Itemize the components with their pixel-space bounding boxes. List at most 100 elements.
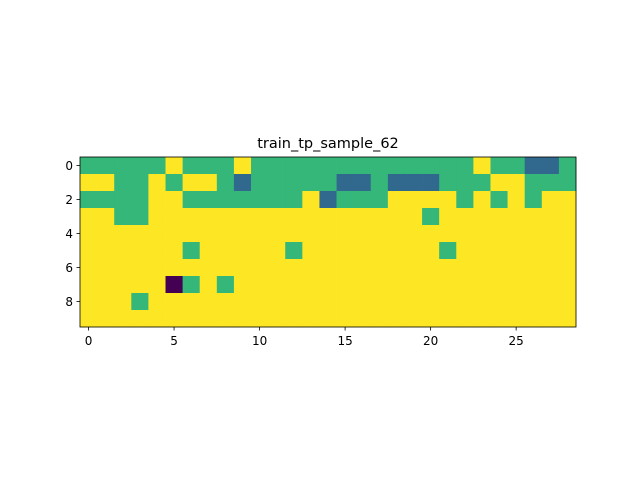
heatmap-cell (439, 208, 457, 226)
heatmap-cell (199, 259, 218, 277)
heatmap-cell (541, 259, 560, 277)
heatmap-cell (199, 310, 218, 328)
heatmap-cell (404, 276, 423, 294)
heatmap-cell (370, 174, 389, 192)
heatmap-cell (148, 310, 166, 328)
heatmap-cell (473, 276, 491, 294)
heatmap-cell (148, 208, 166, 226)
heatmap-cell (251, 293, 269, 311)
heatmap-cell (507, 242, 526, 260)
heatmap-cell (456, 242, 474, 260)
plot-frame (79, 156, 577, 328)
y-tick-label: 6 (65, 261, 73, 275)
heatmap-cell (387, 157, 406, 175)
heatmap-cell (319, 259, 337, 277)
heatmap-cell (319, 276, 337, 294)
heatmap-cell (507, 191, 526, 209)
heatmap-cell (490, 276, 508, 294)
heatmap-cell (233, 208, 252, 226)
heatmap-cell (302, 259, 320, 277)
heatmap-cell (80, 276, 98, 294)
heatmap-cell (558, 208, 577, 226)
heatmap-cell (165, 310, 183, 328)
heatmap-cell (302, 191, 320, 209)
heatmap-cell (148, 157, 166, 175)
heatmap-cell (490, 191, 508, 209)
y-tick-label: 4 (65, 227, 73, 241)
heatmap-cell (353, 208, 372, 226)
heatmap-cell (336, 242, 355, 260)
heatmap-cell (233, 242, 252, 260)
heatmap-cell (336, 174, 355, 192)
heatmap-cell (199, 225, 218, 243)
heatmap-cell (80, 191, 98, 209)
heatmap-cell (490, 208, 508, 226)
heatmap-cell (439, 191, 457, 209)
heatmap-cell (216, 276, 235, 294)
heatmap-cell (131, 259, 149, 277)
heatmap-cell (473, 225, 491, 243)
heatmap-cell (541, 157, 560, 175)
heatmap-cell (216, 191, 235, 209)
heatmap-cell (404, 259, 423, 277)
heatmap-cell (558, 259, 577, 277)
chart-title: train_tp_sample_62 (257, 136, 399, 152)
heatmap-cell (285, 276, 303, 294)
heatmap-cell (97, 208, 115, 226)
heatmap-cell (524, 310, 543, 328)
heatmap-cell (251, 225, 269, 243)
heatmap-cell (473, 310, 491, 328)
heatmap-cell (285, 174, 303, 192)
heatmap-cell (148, 276, 166, 294)
heatmap-cell (285, 225, 303, 243)
heatmap-cell (216, 225, 235, 243)
heatmap-cell (524, 174, 543, 192)
heatmap-cell (541, 191, 560, 209)
heatmap-cell (251, 310, 269, 328)
heatmap-cell (199, 293, 218, 311)
heatmap-cell (182, 293, 201, 311)
heatmap-cell (404, 310, 423, 328)
heatmap-cell (456, 174, 474, 192)
heatmap-cell (370, 310, 389, 328)
heatmap-cell (387, 259, 406, 277)
y-tick-label: 0 (65, 159, 73, 173)
heatmap-cell (97, 225, 115, 243)
heatmap-cell (97, 157, 115, 175)
heatmap-cell (319, 293, 337, 311)
heatmap-cell (233, 276, 252, 294)
heatmap-cell (404, 208, 423, 226)
heatmap-cell (336, 310, 355, 328)
heatmap-cell (268, 293, 286, 311)
heatmap-cell (370, 242, 389, 260)
heatmap-cell (490, 259, 508, 277)
heatmap-cell (507, 208, 526, 226)
heatmap-cell (114, 259, 132, 277)
heatmap-cell (148, 191, 166, 209)
heatmap-cell (165, 174, 183, 192)
heatmap-cell (182, 242, 201, 260)
x-tick-label: 5 (170, 334, 178, 348)
heatmap-cell (114, 242, 132, 260)
heatmap-cell (302, 174, 320, 192)
heatmap-cell (473, 259, 491, 277)
heatmap-cell (319, 174, 337, 192)
heatmap-cell (507, 157, 526, 175)
heatmap-cell (541, 225, 560, 243)
heatmap-cell (490, 157, 508, 175)
heatmap-cell (165, 276, 183, 294)
heatmap-cell (131, 191, 149, 209)
heatmap-cell (251, 242, 269, 260)
heatmap-cell (285, 310, 303, 328)
heatmap-cell (353, 225, 372, 243)
heatmap-cell (131, 310, 149, 328)
heatmap-cell (268, 310, 286, 328)
heatmap-cell (251, 276, 269, 294)
x-axis: 0 5 10 15 20 25 (85, 327, 524, 348)
heatmap-cell (131, 157, 149, 175)
heatmap-cell (182, 259, 201, 277)
heatmap-cell (387, 276, 406, 294)
heatmap-cell (80, 174, 98, 192)
heatmap-cell (302, 276, 320, 294)
